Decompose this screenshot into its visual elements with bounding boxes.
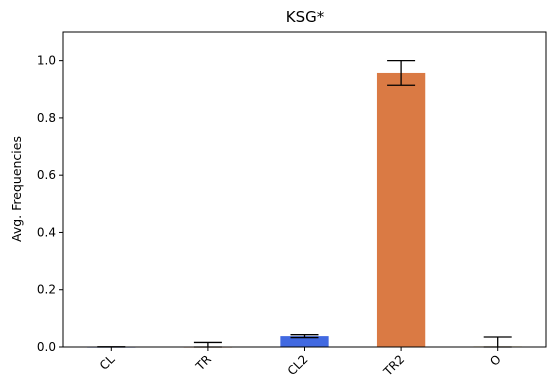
y-tick-label: 0.6: [37, 168, 56, 182]
x-tick-label: TR2: [380, 352, 407, 379]
plot-frame: [62, 31, 547, 348]
y-tick-label: 0.4: [37, 225, 56, 239]
plot-area: 0.0 0.2 0.4 0.6 0.8 1.0 CL TR CL2 TR2 O: [37, 31, 547, 379]
y-axis-label: Avg. Frequencies: [9, 136, 24, 242]
error-bar-o: [483, 336, 512, 348]
error-bar-tr: [193, 341, 222, 348]
x-tick-label: CL: [97, 352, 118, 373]
bar-tr2: [376, 72, 426, 347]
x-tick-label: CL2: [285, 352, 311, 378]
x-tick-label: O: [487, 352, 504, 369]
chart-title: KSG*: [286, 8, 325, 26]
y-tick-label: 1.0: [37, 54, 56, 68]
error-bar-tr2: [387, 59, 416, 86]
y-tick-label: 0.8: [37, 111, 56, 125]
y-tick-label: 0.2: [37, 283, 56, 297]
y-tick-label: 0.0: [37, 340, 56, 354]
x-tick-label: TR: [192, 352, 214, 374]
bar-cl2: [280, 336, 329, 347]
error-bar-cl2: [290, 334, 319, 339]
